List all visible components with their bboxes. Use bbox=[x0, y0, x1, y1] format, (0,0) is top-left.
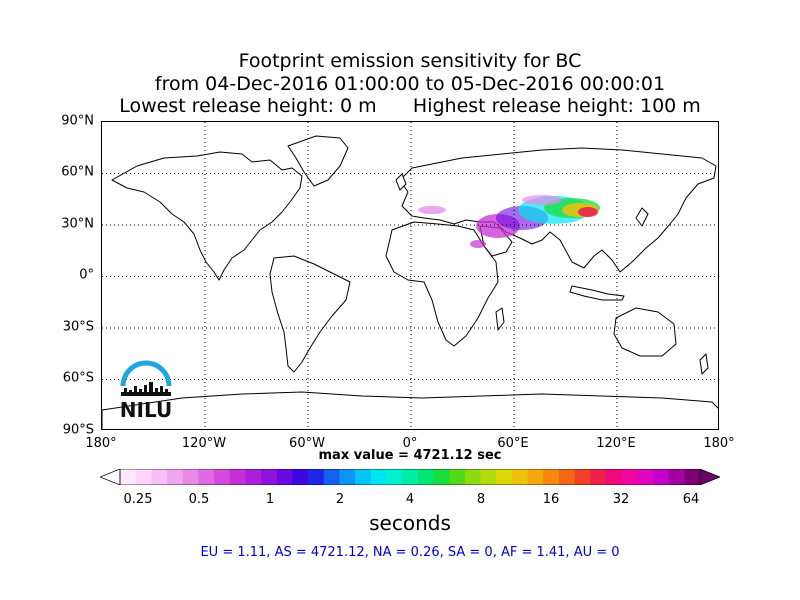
colorbar-cell bbox=[543, 469, 560, 485]
region-values: EU = 1.11, AS = 4721.12, NA = 0.26, SA =… bbox=[200, 545, 620, 560]
colorbar-tick-2: 2 bbox=[335, 492, 345, 507]
colorbar-cell bbox=[668, 469, 685, 485]
lat-label-30n: 30°N bbox=[61, 216, 94, 232]
colorbar-cell bbox=[449, 469, 466, 485]
colorbar-cell bbox=[433, 469, 450, 485]
colorbar-cell bbox=[167, 469, 184, 485]
colorbar-cell bbox=[245, 469, 262, 485]
lat-label-60s: 60°S bbox=[62, 370, 94, 386]
colorbar-cell bbox=[464, 469, 481, 485]
continent-australia bbox=[613, 307, 677, 357]
highest-release-height: Highest release height: 100 m bbox=[412, 95, 701, 117]
lat-label-0: 0° bbox=[79, 267, 94, 283]
colorbar-cell bbox=[120, 469, 137, 485]
colorbar-cell bbox=[198, 469, 215, 485]
colorbar-cell bbox=[355, 469, 372, 485]
colorbar-cell bbox=[402, 469, 419, 485]
colorbar-cell bbox=[590, 469, 607, 485]
colorbar-cell bbox=[261, 469, 278, 485]
colorbar-cell bbox=[276, 469, 293, 485]
colorbar-tick-0-25: 0.25 bbox=[123, 492, 153, 507]
colorbar-cell bbox=[323, 469, 340, 485]
colorbar-cell bbox=[574, 469, 591, 485]
colorbar-tick-0-5: 0.5 bbox=[188, 492, 210, 507]
continent-north-america bbox=[111, 151, 303, 281]
colorbar-cell bbox=[496, 469, 513, 485]
colorbar-tick-8: 8 bbox=[476, 492, 486, 507]
map-title-line2: from 04-Dec-2016 01:00:00 to 05-Dec-2016… bbox=[154, 73, 666, 95]
lat-label-90s: 90°S bbox=[62, 422, 94, 438]
world-map bbox=[101, 121, 719, 430]
colorbar bbox=[100, 469, 720, 485]
continent-africa bbox=[385, 221, 499, 347]
islands-indonesia bbox=[569, 285, 625, 301]
colorbar-cell bbox=[527, 469, 544, 485]
lowest-release-height: Lowest release height: 0 m bbox=[119, 95, 377, 117]
colorbar-cell bbox=[182, 469, 199, 485]
lon-label-60e: 60°E bbox=[497, 436, 529, 451]
graticule bbox=[102, 122, 718, 429]
colorbar-tick-32: 32 bbox=[612, 492, 630, 507]
colorbar-unit-label: seconds bbox=[369, 511, 451, 535]
lat-label-60n: 60°N bbox=[61, 164, 94, 180]
colorbar-cell bbox=[229, 469, 246, 485]
colorbar-cell bbox=[605, 469, 623, 485]
colorbar-cell bbox=[214, 469, 231, 485]
colorbar-tick-1: 1 bbox=[265, 492, 275, 507]
colorbar-tick-16: 16 bbox=[542, 492, 560, 507]
map-title-line1: Footprint emission sensitivity for BC bbox=[238, 50, 582, 72]
colorbar-cell bbox=[292, 469, 309, 485]
colorbar-cell bbox=[308, 469, 325, 485]
colorbar-cell bbox=[339, 469, 356, 485]
colorbar-cell bbox=[637, 469, 654, 485]
max-value-label: max value = 4721.12 sec bbox=[318, 448, 502, 463]
release-heights: Lowest release height: 0 m Highest relea… bbox=[0, 95, 800, 117]
lon-label-180e: 180° bbox=[703, 436, 735, 451]
nilu-logo-graphic bbox=[120, 360, 172, 396]
colorbar-over-arrow bbox=[699, 469, 720, 485]
lon-label-60w: 60°W bbox=[289, 436, 325, 451]
colorbar-cell bbox=[370, 469, 387, 485]
nilu-logo: NILU bbox=[117, 358, 175, 424]
colorbar-tick-64: 64 bbox=[682, 492, 700, 507]
colorbar-cell bbox=[480, 469, 497, 485]
colorbar-cells bbox=[120, 469, 701, 485]
lat-label-90n: 90°N bbox=[61, 113, 94, 129]
colorbar-tick-4: 4 bbox=[405, 492, 415, 507]
island-new-zealand bbox=[699, 353, 709, 375]
colorbar-cell bbox=[684, 469, 701, 485]
island-uk bbox=[395, 173, 407, 191]
footprint-overlay bbox=[418, 195, 600, 248]
continent-antarctica bbox=[102, 391, 718, 429]
lat-label-30s: 30°S bbox=[62, 319, 94, 335]
lon-label-120w: 120°W bbox=[181, 436, 227, 451]
colorbar-cell bbox=[652, 469, 670, 485]
colorbar-cell bbox=[151, 469, 168, 485]
colorbar-cell bbox=[135, 469, 152, 485]
nilu-logo-text: NILU bbox=[119, 398, 173, 422]
colorbar-cell bbox=[558, 469, 575, 485]
colorbar-cell bbox=[417, 469, 434, 485]
lon-label-180w: 180° bbox=[85, 436, 117, 451]
colorbar-cell bbox=[511, 469, 528, 485]
map-svg bbox=[102, 122, 718, 429]
island-japan bbox=[635, 207, 649, 227]
colorbar-under-arrow bbox=[100, 469, 121, 485]
island-madagascar bbox=[495, 307, 505, 331]
colorbar-cell bbox=[386, 469, 403, 485]
continent-south-america bbox=[269, 255, 351, 373]
lon-label-0: 0° bbox=[402, 436, 418, 451]
lon-label-120e: 120°E bbox=[596, 436, 636, 451]
colorbar-cell bbox=[621, 469, 638, 485]
